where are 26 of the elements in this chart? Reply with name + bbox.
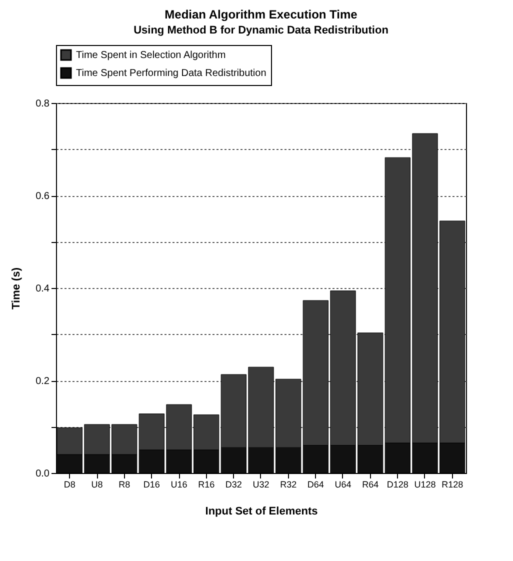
- x-tick-label: D64: [307, 480, 324, 490]
- x-tick-label: R128: [442, 480, 464, 490]
- x-tick-label: D8: [64, 480, 76, 490]
- x-tick-label: U16: [170, 480, 188, 490]
- x-tick-label: R32: [280, 480, 297, 490]
- x-tick-label: U64: [334, 480, 352, 490]
- x-tick-label: U8: [91, 480, 103, 490]
- y-tick-label: 0.0: [36, 468, 50, 480]
- y-axis-title: Time (s): [10, 267, 23, 310]
- x-tick-label: R8: [118, 480, 130, 490]
- x-tick-label: U128: [414, 480, 436, 490]
- x-tick-label: D16: [143, 480, 160, 490]
- chart-title: Median Algorithm Execution Time: [164, 8, 358, 22]
- x-tick-label: D32: [225, 480, 242, 490]
- x-tick-label: R64: [362, 480, 379, 490]
- y-tick-label: 0.6: [36, 191, 50, 202]
- legend-label: Time Spent Performing Data Redistribution: [76, 68, 266, 79]
- y-tick-label: 0.8: [36, 98, 50, 110]
- x-axis-title: Input Set of Elements: [205, 506, 318, 518]
- x-tick-label: U32: [252, 480, 270, 490]
- x-tick-label: R16: [198, 480, 215, 490]
- chart-subtitle: Using Method B for Dynamic Data Redistribution: [134, 24, 389, 36]
- x-tick-label: D128: [386, 480, 408, 490]
- legend-label: Time Spent in Selection Algorithm: [76, 50, 226, 61]
- y-tick-label: 0.2: [36, 376, 50, 387]
- y-tick-label: 0.4: [36, 284, 50, 294]
